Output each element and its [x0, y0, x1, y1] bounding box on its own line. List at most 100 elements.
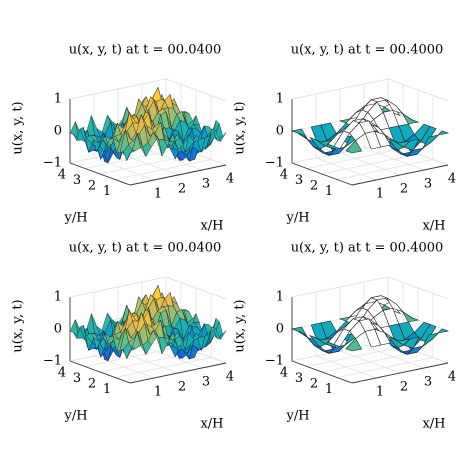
surface-patch [362, 118, 379, 128]
z-tick-label: 0 [54, 322, 62, 337]
x-axis [351, 164, 449, 186]
grid-line [84, 148, 182, 169]
surface-patch [333, 130, 351, 149]
surface-patch [349, 320, 366, 339]
z-axis-label: u(x, y, t) [11, 101, 26, 154]
surface-patch [388, 323, 406, 342]
x-tick-label: 1 [154, 385, 162, 400]
z-tick-label: 1 [54, 290, 62, 305]
x-tick-label: 2 [178, 182, 186, 197]
surface-patch [345, 338, 363, 352]
surface-patch [126, 149, 136, 161]
z-tick-label: 1 [54, 92, 62, 107]
chart-title: u(x, y, t) at t = 00.4000 [291, 241, 444, 256]
z-axis-label: u(x, y, t) [233, 101, 248, 154]
surface-patch [391, 147, 408, 157]
z-tick-label: −1 [43, 156, 62, 171]
surface-patch [391, 345, 408, 355]
grid-line [306, 148, 404, 169]
grid-line [321, 153, 419, 175]
x-axis [129, 164, 227, 186]
y-tick-label: 3 [73, 371, 81, 386]
y-tick-label: 4 [58, 366, 66, 381]
y-tick-label: 3 [295, 371, 303, 386]
surface-patch [310, 124, 328, 143]
x-tick-label: 1 [376, 187, 384, 202]
surface-patch [419, 126, 437, 145]
grid-line [321, 351, 419, 373]
x-tick-label: 3 [202, 375, 210, 390]
x-axis-label: x/H [200, 417, 223, 432]
x-tick-label: 4 [448, 370, 456, 385]
surface-patch [333, 328, 351, 347]
surface-patch [419, 324, 437, 343]
grid-line [84, 346, 182, 367]
surface-patch [315, 139, 333, 147]
surface-patch [396, 105, 413, 121]
surface-patch [406, 147, 424, 157]
surface-patch [393, 338, 411, 346]
x-tick-label: 2 [400, 182, 408, 197]
z-axis-label: u(x, y, t) [233, 299, 248, 352]
x-axis-label: x/H [200, 219, 223, 234]
surface-patch [126, 347, 136, 359]
chart-title: u(x, y, t) at t = 00.0400 [69, 43, 222, 58]
grid-line [114, 357, 212, 378]
surface-patch [364, 131, 382, 150]
y-tick-label: 1 [325, 382, 333, 397]
x-axis-label: x/H [422, 417, 445, 432]
x-tick-label: 4 [226, 370, 234, 385]
surface-patch [349, 122, 366, 141]
y-axis-label: y/H [285, 409, 309, 424]
surface-patch [388, 125, 406, 144]
surface-patch [373, 111, 390, 131]
y-axis [69, 162, 131, 186]
surface-patch [386, 99, 404, 115]
z-tick-label: 1 [276, 290, 284, 305]
x-tick-label: 1 [154, 187, 162, 202]
surface-patch [364, 329, 382, 348]
surface-patch [313, 146, 330, 156]
y-tick-label: 1 [103, 382, 111, 397]
grid-line [114, 159, 212, 180]
z-tick-label: 1 [276, 92, 284, 107]
y-axis-label: y/H [63, 211, 87, 226]
surface-patch [310, 322, 328, 341]
x-tick-label: 4 [226, 172, 234, 187]
surface-patch [370, 295, 388, 301]
surface-patch [422, 332, 440, 347]
x-tick-label: 3 [424, 375, 432, 390]
z-axis-label: u(x, y, t) [11, 299, 26, 352]
y-axis [69, 360, 131, 384]
surface-patch [355, 99, 372, 114]
surface-patch [402, 311, 420, 323]
x-tick-label: 3 [202, 177, 210, 192]
surface-patch [422, 134, 440, 149]
x-axis [351, 362, 449, 384]
surface-patch [406, 345, 424, 355]
y-tick-label: 1 [325, 184, 333, 199]
y-tick-label: 2 [88, 179, 96, 194]
surface-patch [315, 337, 333, 345]
y-tick-label: 3 [295, 173, 303, 188]
surface-patch [373, 309, 390, 329]
y-tick-label: 3 [73, 173, 81, 188]
y-tick-label: 2 [88, 377, 96, 392]
y-tick-label: 4 [58, 168, 66, 183]
grid-line [306, 346, 404, 367]
surface-patch [328, 146, 346, 156]
y-tick-label: 4 [280, 366, 288, 381]
x-tick-label: 1 [376, 385, 384, 400]
z-tick-label: 0 [54, 124, 62, 139]
x-tick-label: 2 [178, 380, 186, 395]
surface-patch [338, 112, 356, 124]
surface-patch [370, 97, 388, 103]
chart-title: u(x, y, t) at t = 00.4000 [291, 43, 444, 58]
surface-patch [402, 113, 420, 125]
z-tick-label: −1 [43, 354, 62, 369]
z-tick-label: −1 [265, 354, 284, 369]
